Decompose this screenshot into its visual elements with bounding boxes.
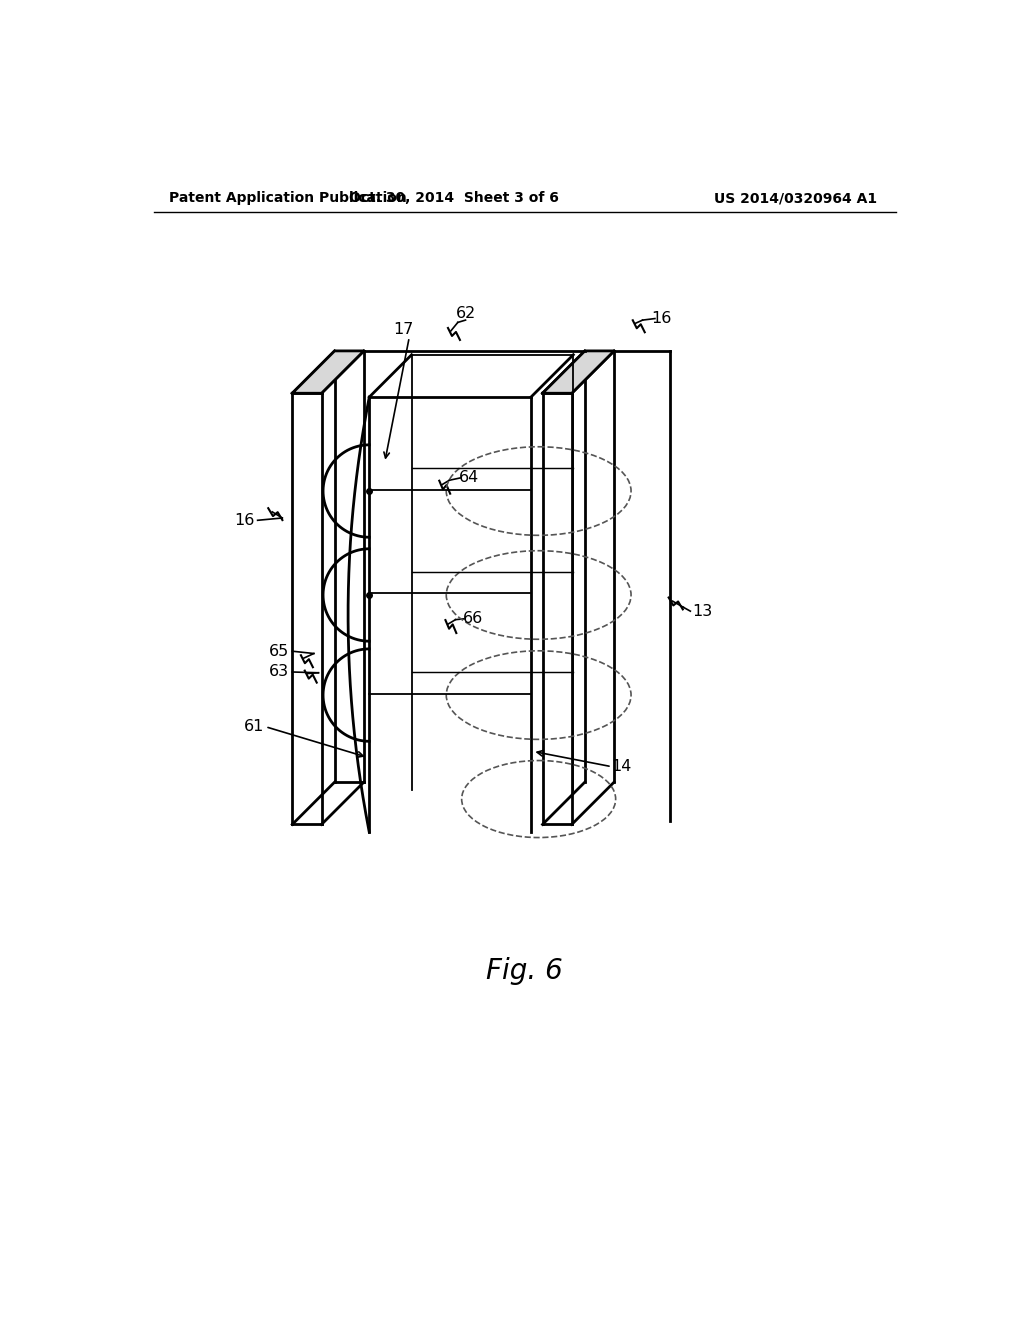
Text: 16: 16 [234, 512, 255, 528]
Text: 64: 64 [459, 470, 479, 486]
Text: US 2014/0320964 A1: US 2014/0320964 A1 [715, 191, 878, 206]
Text: 63: 63 [269, 664, 289, 680]
Text: Fig. 6: Fig. 6 [486, 957, 563, 985]
Text: 62: 62 [456, 306, 475, 322]
Text: Patent Application Publication: Patent Application Publication [169, 191, 407, 206]
Text: 13: 13 [692, 603, 712, 619]
Polygon shape [292, 351, 364, 393]
Text: Oct. 30, 2014  Sheet 3 of 6: Oct. 30, 2014 Sheet 3 of 6 [349, 191, 559, 206]
Polygon shape [543, 351, 614, 393]
Text: 65: 65 [269, 644, 290, 659]
Text: 17: 17 [393, 322, 414, 337]
Text: 61: 61 [244, 719, 264, 734]
Text: 66: 66 [463, 611, 483, 627]
Text: 14: 14 [611, 759, 632, 775]
Text: 16: 16 [651, 312, 672, 326]
